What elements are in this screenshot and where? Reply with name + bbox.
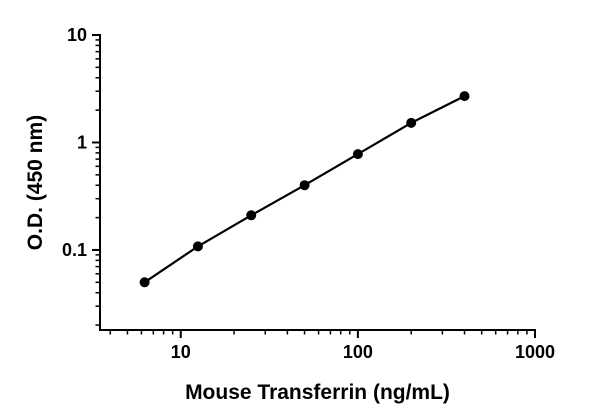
axes-frame xyxy=(99,34,536,331)
x-axis-label: Mouse Transferrin (ng/mL) xyxy=(185,381,450,404)
data-series xyxy=(139,91,470,288)
data-point xyxy=(459,91,470,102)
y-axis-label: O.D. (450 nm) xyxy=(24,115,47,250)
data-point xyxy=(406,117,417,128)
data-point xyxy=(246,210,257,221)
x-tick-label: 1000 xyxy=(515,342,555,362)
x-tick-label: 10 xyxy=(171,342,191,362)
data-point xyxy=(192,241,203,252)
data-point xyxy=(139,277,150,288)
y-tick-label: 0.1 xyxy=(62,240,87,260)
x-tick-label: 100 xyxy=(343,342,373,362)
data-point xyxy=(299,180,310,191)
data-point xyxy=(352,149,363,160)
y-tick-label: 10 xyxy=(67,25,87,45)
chart-axes: 10 100 1000 0.1 1 10 xyxy=(62,25,555,362)
y-tick-label: 1 xyxy=(77,132,87,152)
